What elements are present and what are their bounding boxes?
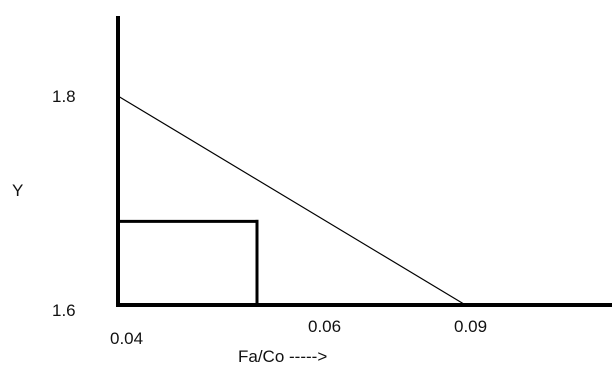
x-tick-label: 0.04 [110, 329, 143, 348]
axes [116, 16, 612, 307]
series-line [117, 95, 466, 306]
y-tick-label: 1.6 [52, 301, 76, 320]
y-axis-title: Y [12, 181, 23, 200]
x-axis-title: Fa/Co -----> [238, 347, 327, 366]
x-tick-label: 0.09 [454, 317, 487, 336]
marks [117, 95, 466, 306]
x-tick-label: 0.06 [308, 317, 341, 336]
y-tick-label: 1.8 [52, 87, 76, 106]
